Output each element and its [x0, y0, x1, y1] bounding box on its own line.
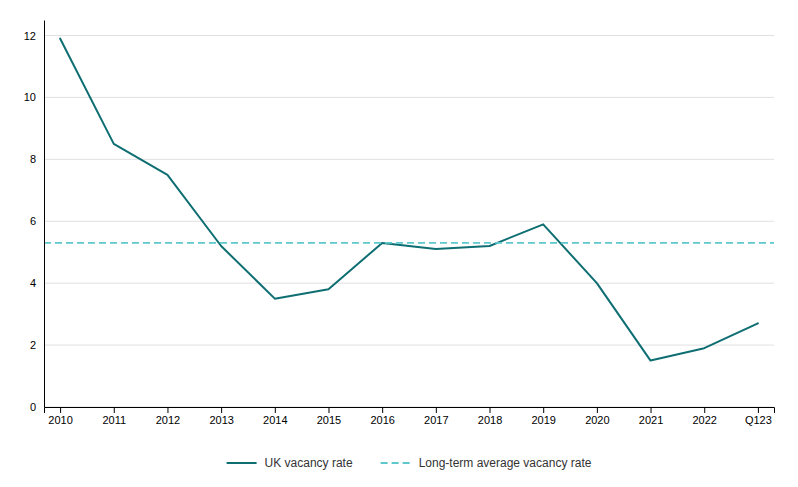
x-tick-mark — [490, 407, 491, 413]
x-tick: 2013 — [209, 407, 233, 426]
x-tick-label: 2018 — [478, 414, 502, 426]
x-tick-label: 2021 — [639, 414, 663, 426]
x-tick: 2010 — [48, 407, 72, 426]
legend-label: Long-term average vacancy rate — [419, 456, 592, 470]
grid-line — [44, 345, 774, 346]
legend-swatch — [227, 462, 257, 464]
x-tick-mark — [704, 407, 705, 413]
x-axis: 2010 2011 2012 2013 2014 2015 2016 2017 2018 2019… — [45, 407, 775, 426]
y-tick: 6 — [30, 215, 44, 227]
y-tick-label: 6 — [30, 215, 36, 227]
x-tick-label: 2017 — [424, 414, 448, 426]
x-tick-label: 2022 — [692, 414, 716, 426]
legend-swatch — [381, 462, 411, 464]
x-tick: 2021 — [639, 407, 663, 426]
x-tick: 2020 — [585, 407, 609, 426]
x-tick: Q123 — [745, 407, 772, 426]
x-tick: 2019 — [531, 407, 555, 426]
x-tick-label: Q123 — [745, 414, 772, 426]
x-tick-label: 2019 — [531, 414, 555, 426]
legend: UK vacancy rate Long-term average vacancy… — [227, 456, 592, 470]
y-tick-label: 8 — [30, 153, 36, 165]
legend-label: UK vacancy rate — [265, 456, 353, 470]
x-tick-mark — [167, 407, 168, 413]
y-axis: 0 2 4 6 8 10 12 — [24, 21, 45, 414]
x-tick-mark — [597, 407, 598, 413]
y-tick: 8 — [30, 153, 44, 165]
x-tick-label: 2011 — [102, 414, 126, 426]
legend-item: UK vacancy rate — [227, 456, 353, 470]
y-tick-label: 12 — [24, 30, 36, 42]
y-tick: 4 — [30, 277, 44, 289]
x-tick-mark — [60, 407, 61, 413]
y-axis-line — [44, 21, 45, 408]
x-tick-mark — [114, 407, 115, 413]
y-tick: 0 — [30, 401, 44, 413]
x-tick-mark — [436, 407, 437, 413]
x-tick-label: 2012 — [156, 414, 180, 426]
x-tick-label: 2010 — [48, 414, 72, 426]
x-tick-label: 2014 — [263, 414, 287, 426]
grid-line — [44, 35, 774, 36]
y-tick-label: 2 — [30, 339, 36, 351]
x-tick-label: 2013 — [209, 414, 233, 426]
x-tick: 2012 — [156, 407, 180, 426]
plot: 2010201120122013201420152016201720182019… — [24, 21, 775, 426]
chart: 2010201120122013201420152016201720182019… — [0, 0, 798, 487]
x-tick-label: 2016 — [370, 414, 394, 426]
legend-item: Long-term average vacancy rate — [381, 456, 592, 470]
x-tick-mark — [543, 407, 544, 413]
y-tick-label: 10 — [24, 91, 36, 103]
marks — [44, 39, 774, 361]
series-line — [60, 39, 758, 361]
y-tick-label: 0 — [30, 401, 36, 413]
x-axis-line — [45, 408, 775, 414]
x-tick: 2011 — [102, 407, 126, 426]
x-tick-label: 2015 — [317, 414, 341, 426]
x-tick-mark — [328, 407, 329, 413]
grid-line — [44, 283, 774, 284]
x-tick-mark — [275, 407, 276, 413]
grid-line — [44, 97, 774, 98]
y-tick: 2 — [30, 339, 44, 351]
grid — [44, 35, 774, 407]
x-tick-mark — [382, 407, 383, 413]
x-tick: 2014 — [263, 407, 287, 426]
y-tick-label: 4 — [30, 277, 36, 289]
x-tick: 2017 — [424, 407, 448, 426]
y-tick: 12 — [24, 30, 44, 42]
x-tick-mark — [221, 407, 222, 413]
average-line — [44, 242, 774, 244]
x-tick: 2015 — [317, 407, 341, 426]
grid-line — [44, 159, 774, 160]
grid-line — [44, 221, 774, 222]
x-tick-mark — [758, 407, 759, 413]
x-tick: 2016 — [370, 407, 394, 426]
y-tick: 10 — [24, 91, 44, 103]
x-tick-mark — [651, 407, 652, 413]
x-tick-label: 2020 — [585, 414, 609, 426]
x-tick: 2022 — [692, 407, 716, 426]
x-tick: 2018 — [478, 407, 502, 426]
